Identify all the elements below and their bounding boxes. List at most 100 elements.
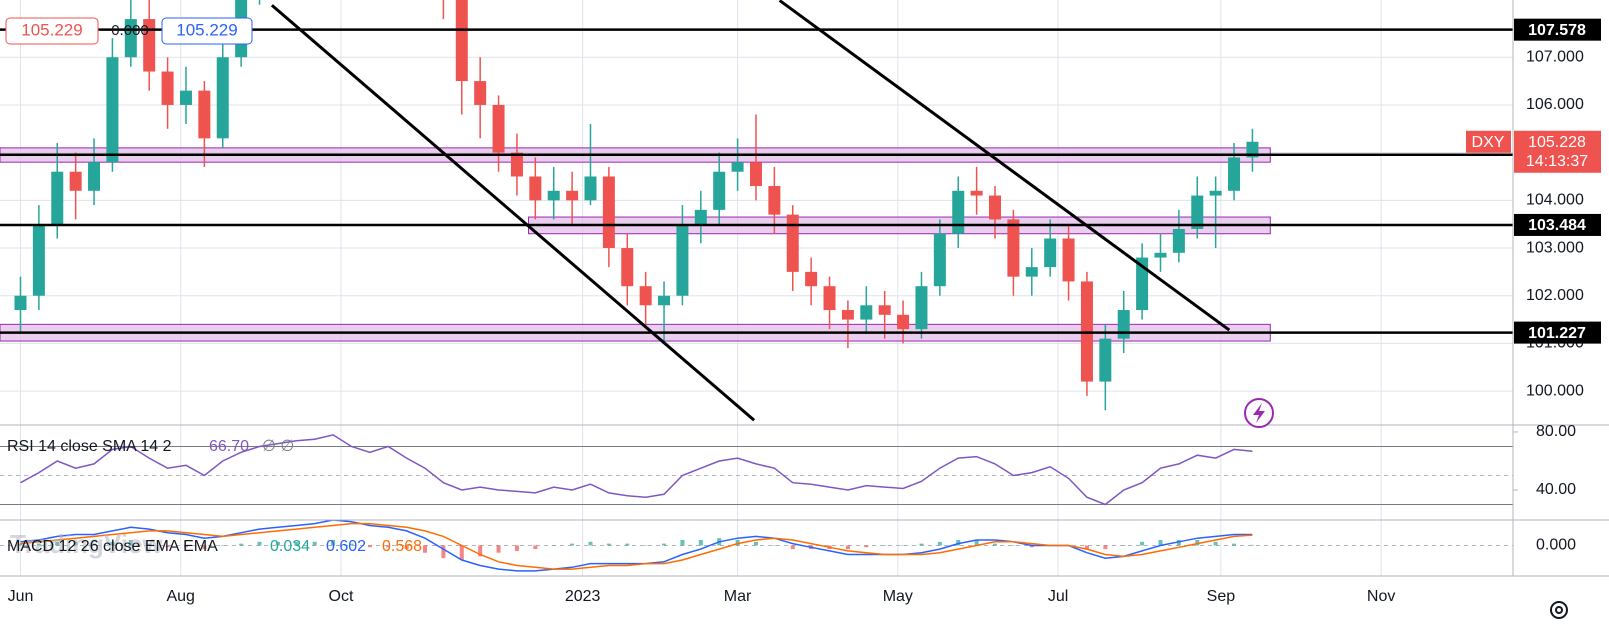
x-tick-label: 2023 xyxy=(565,588,601,605)
candle-body xyxy=(1209,190,1222,196)
y-tick-label: 103.000 xyxy=(1526,239,1584,256)
legend-box[interactable] xyxy=(5,17,99,45)
price-label: 107.578 xyxy=(1528,22,1586,39)
candle-body xyxy=(1154,252,1167,258)
macd-histogram-bar xyxy=(937,541,942,546)
alert-icon[interactable] xyxy=(1244,398,1274,428)
macd-histogram-bar xyxy=(864,545,869,548)
candle-body xyxy=(492,104,505,153)
rsi-pane xyxy=(0,434,1513,506)
macd-legend-macd: 0.602 xyxy=(326,538,366,555)
macd-histogram-bar xyxy=(496,545,501,553)
macd-histogram-bar xyxy=(110,541,115,546)
last-price-label: 105.228 xyxy=(1528,134,1586,151)
candle-body xyxy=(1117,310,1130,339)
candle-body xyxy=(32,224,45,296)
macd-histogram-bar xyxy=(73,541,78,546)
macd-histogram-bar xyxy=(1011,545,1016,546)
macd-histogram-bar xyxy=(974,540,979,546)
macd-legend-hist: 0.034 xyxy=(270,538,310,555)
candle-body xyxy=(88,162,101,191)
macd-histogram-bar xyxy=(404,545,409,550)
macd-histogram-bar xyxy=(533,545,538,550)
y-tick-label: 40.00 xyxy=(1536,481,1576,498)
x-tick-label: Mar xyxy=(724,588,752,605)
candle-body xyxy=(805,271,818,287)
legend-buy: 105.229 xyxy=(176,20,237,39)
x-tick-label: Jul xyxy=(1048,588,1068,605)
candle-body xyxy=(676,224,689,296)
legend-box[interactable] xyxy=(161,17,253,45)
macd-histogram-bar xyxy=(1213,541,1218,546)
macd-histogram-bar xyxy=(882,545,887,546)
watermark: TradingView xyxy=(10,529,163,559)
macd-histogram-bar xyxy=(1140,541,1145,546)
macd-histogram-bar xyxy=(845,545,850,550)
macd-legend: MACD 12 26 close EMA EMA xyxy=(7,538,218,555)
x-tick-label: Jun xyxy=(8,588,34,605)
price-label-box xyxy=(1514,18,1601,41)
candle-body xyxy=(1099,338,1112,382)
macd-histogram-bar xyxy=(588,541,593,546)
macd-histogram-bar xyxy=(202,545,207,550)
candle-body xyxy=(915,286,928,330)
candle-body xyxy=(1044,238,1057,268)
settings-icon[interactable] xyxy=(1550,601,1568,619)
candle-body xyxy=(621,248,634,287)
candle-body xyxy=(14,295,27,311)
trend-line xyxy=(270,4,756,422)
candle-body xyxy=(455,0,468,82)
candle-body xyxy=(106,57,119,163)
macd-histogram-bar xyxy=(772,545,777,546)
candle-body xyxy=(878,305,891,315)
price-label-box xyxy=(1514,321,1601,344)
price-pane xyxy=(0,0,1513,422)
macd-histogram-bar xyxy=(386,545,391,548)
candle-body xyxy=(1172,228,1185,253)
macd-histogram-bar xyxy=(257,541,262,546)
candle-body xyxy=(749,162,762,187)
legend-spread: 0.000 xyxy=(111,22,149,39)
rsi-legend: RSI 14 close SMA 14 2 xyxy=(7,438,172,455)
macd-histogram-bar xyxy=(18,543,23,546)
macd-histogram-bar xyxy=(312,541,317,546)
y-tick-label: 80.00 xyxy=(1536,423,1576,440)
macd-histogram-bar xyxy=(1176,540,1181,546)
trend-line xyxy=(778,0,1231,332)
symbol-label: DXY xyxy=(1472,134,1505,151)
macd-histogram-bar xyxy=(1121,545,1126,546)
macd-histogram-bar xyxy=(919,543,924,546)
macd-pane xyxy=(0,520,1513,572)
macd-histogram-bar xyxy=(735,540,740,546)
candle-body xyxy=(897,314,910,330)
legend-sell: 105.229 xyxy=(21,20,82,39)
macd-histogram-bar xyxy=(478,545,483,557)
rsi-legend-extra: ∅ ∅ xyxy=(262,438,294,455)
candle-body xyxy=(952,190,965,234)
macd-histogram-bar xyxy=(92,543,97,546)
macd-histogram-bar xyxy=(662,543,667,546)
last-price-box xyxy=(1514,130,1601,173)
macd-histogram-bar xyxy=(147,543,152,546)
candle-body xyxy=(841,310,854,320)
macd-histogram-bar xyxy=(1158,540,1163,546)
candle-body xyxy=(970,190,983,196)
macd-histogram-bar xyxy=(36,543,41,546)
rsi-legend-value: 66.70 xyxy=(209,438,249,455)
x-tick-label: Nov xyxy=(1367,588,1395,605)
candle-body xyxy=(989,195,1002,220)
axes: JunAugOct2023MarMayJulSepNov100.000101.0… xyxy=(8,18,1601,605)
macd-histogram-bar xyxy=(239,543,244,546)
candle-body xyxy=(639,286,652,306)
candle-body xyxy=(1228,157,1241,191)
candle-body xyxy=(1246,141,1259,158)
macd-histogram-bar xyxy=(1195,540,1200,546)
candle-body xyxy=(1062,238,1075,282)
macd-histogram-bar xyxy=(625,543,630,546)
macd-histogram-bar xyxy=(551,545,556,546)
candle-body xyxy=(510,152,523,177)
candle-body xyxy=(860,305,873,320)
